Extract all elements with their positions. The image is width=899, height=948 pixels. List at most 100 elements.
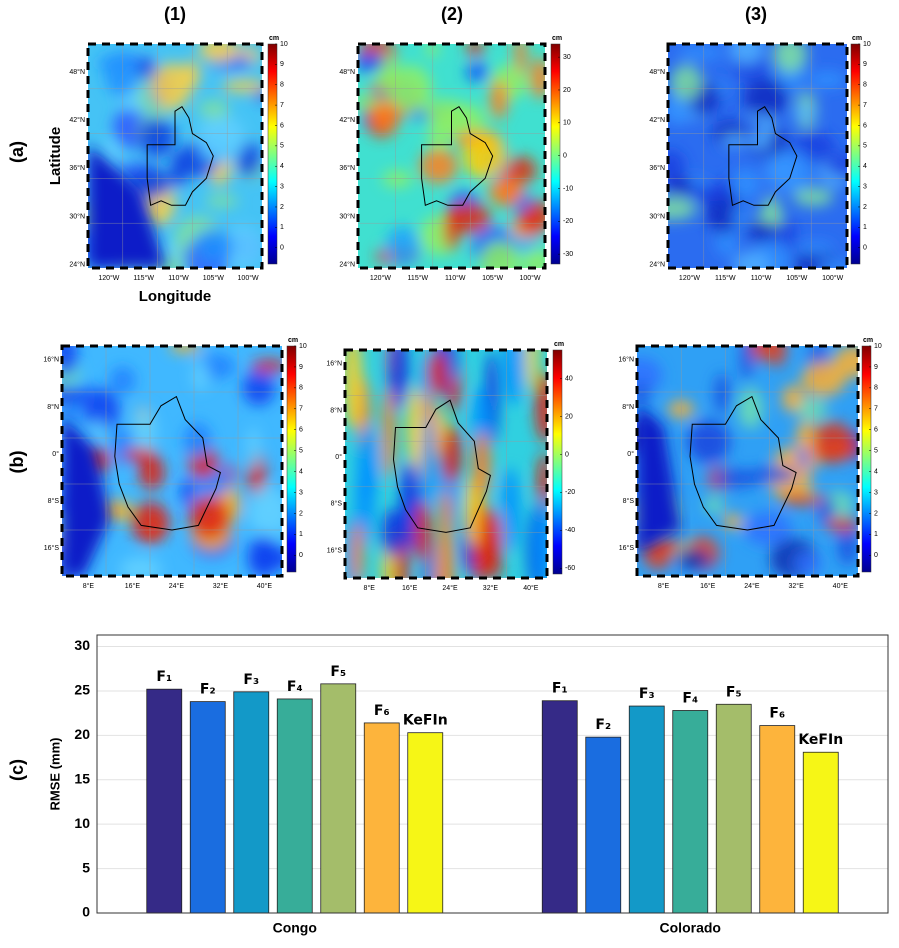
map-blob xyxy=(766,149,814,193)
colorbar-tick-label: 0 xyxy=(565,451,569,458)
map-blob xyxy=(358,53,386,70)
basin-outline xyxy=(114,395,221,531)
bar xyxy=(672,710,709,914)
plot-frame xyxy=(96,634,889,914)
map-blob xyxy=(198,99,230,119)
map-blob xyxy=(714,373,730,414)
bar-series-label: F₆ xyxy=(374,703,390,719)
colorbar-tick-label: 10 xyxy=(563,120,571,127)
map-blob xyxy=(503,350,524,406)
map-blob xyxy=(465,62,490,82)
map-blob xyxy=(689,185,733,202)
map-blob xyxy=(812,443,855,460)
map-blob xyxy=(183,422,212,459)
colorbar-tick-label: 10 xyxy=(280,41,288,48)
colorbar-tick-label: 9 xyxy=(280,61,284,68)
map-blob xyxy=(534,371,547,443)
lat-tick-label: 48°N xyxy=(649,68,665,76)
bar xyxy=(802,751,839,914)
map-blob xyxy=(194,228,234,263)
colorbar-tick-label: -10 xyxy=(563,185,573,192)
lat-tick-label: 16°S xyxy=(44,544,60,552)
map-blob xyxy=(83,388,120,432)
lat-tick-label: 16°S xyxy=(327,546,343,554)
map-blob xyxy=(793,551,821,576)
lon-tick-label: 32°E xyxy=(213,582,229,590)
colorbar-tick-label: -20 xyxy=(565,489,575,496)
map-blob xyxy=(220,225,262,268)
map-blob xyxy=(123,447,159,463)
colorbar-tick-label: 2 xyxy=(280,204,284,211)
lat-tick-label: 0° xyxy=(335,453,342,461)
map-blob xyxy=(199,44,239,63)
bar xyxy=(233,691,270,914)
map-blob xyxy=(668,150,685,181)
colorbar-tick-label: 8 xyxy=(299,385,303,392)
column-label: (2) xyxy=(441,4,463,24)
lon-tick-label: 100°W xyxy=(238,274,259,282)
lon-tick-label: 115°W xyxy=(408,274,429,282)
map-blob xyxy=(637,382,650,406)
map-ocean xyxy=(88,144,167,268)
map-blob xyxy=(440,424,462,484)
colorbar-tick-label: 7 xyxy=(299,406,303,413)
map-blob xyxy=(131,501,170,544)
map-blob xyxy=(516,209,540,236)
lat-tick-label: 30°N xyxy=(69,212,85,220)
map-blob xyxy=(824,516,858,532)
colorbar xyxy=(552,349,563,575)
map-blob xyxy=(837,524,858,566)
lon-tick-label: 32°E xyxy=(788,582,804,590)
colorbar-tick-label: -60 xyxy=(565,565,575,572)
colorbar-unit: cm xyxy=(269,35,279,42)
colorbar xyxy=(850,43,861,265)
map-blob xyxy=(796,241,836,255)
lon-tick-label: 16°E xyxy=(700,582,716,590)
x-tick-label: Congo xyxy=(273,920,317,936)
colorbar-tick-label: 0 xyxy=(863,245,867,252)
lon-tick-label: 8°E xyxy=(83,582,95,590)
map-blob xyxy=(668,197,697,221)
lon-tick-label: 100°W xyxy=(519,274,540,282)
map-field xyxy=(637,346,858,576)
colorbar-tick-label: 10 xyxy=(299,343,307,350)
map-blob xyxy=(514,44,527,75)
map-blob xyxy=(62,385,88,406)
map-blob xyxy=(825,153,847,178)
lat-tick-label: 24°N xyxy=(649,260,665,268)
map-blob xyxy=(505,156,537,185)
row-label: (a) xyxy=(7,141,27,163)
map-blob xyxy=(743,78,789,117)
map-blob xyxy=(354,460,376,546)
lon-tick-label: 110°W xyxy=(751,274,772,282)
lon-tick-label: 115°W xyxy=(715,274,736,282)
lat-tick-label: 42°N xyxy=(69,116,85,124)
colorbar-tick-label: 8 xyxy=(280,82,284,89)
colorbar-tick-label: 30 xyxy=(563,54,571,61)
map-panel: 16°N8°N0°8°S16°S8°E 16°E 24°E 32°E 40°Ecm109… xyxy=(618,337,882,590)
map-blob xyxy=(388,65,432,112)
map-frame xyxy=(343,348,549,580)
map-field xyxy=(62,346,282,576)
colorbar-tick-label: 1 xyxy=(299,531,303,538)
map-blob xyxy=(712,469,760,488)
map-ocean xyxy=(62,415,111,576)
colorbar-tick-label: 4 xyxy=(874,468,878,475)
map-frame xyxy=(635,344,860,578)
lat-tick-label: 16°S xyxy=(619,544,635,552)
colorbar-tick-label: 6 xyxy=(863,122,867,129)
lon-tick-label: 120°W xyxy=(370,274,391,282)
bar-series-label: F₃ xyxy=(243,672,259,688)
colorbar-tick-label: 3 xyxy=(299,489,303,496)
map-blob xyxy=(723,513,743,530)
lon-tick-label: 24°E xyxy=(169,582,185,590)
colorbar-tick-label: 3 xyxy=(280,183,284,190)
lon-tick-label: 40°E xyxy=(523,584,539,592)
map-blob xyxy=(109,366,136,395)
lat-tick-label: 30°N xyxy=(339,212,355,220)
lon-tick-label: 105°W xyxy=(482,274,503,282)
map-blob xyxy=(121,560,154,573)
colorbar-tick-label: 5 xyxy=(863,143,867,150)
colorbar-tick-label: 7 xyxy=(280,102,284,109)
colorbar-tick-label: 2 xyxy=(299,510,303,517)
